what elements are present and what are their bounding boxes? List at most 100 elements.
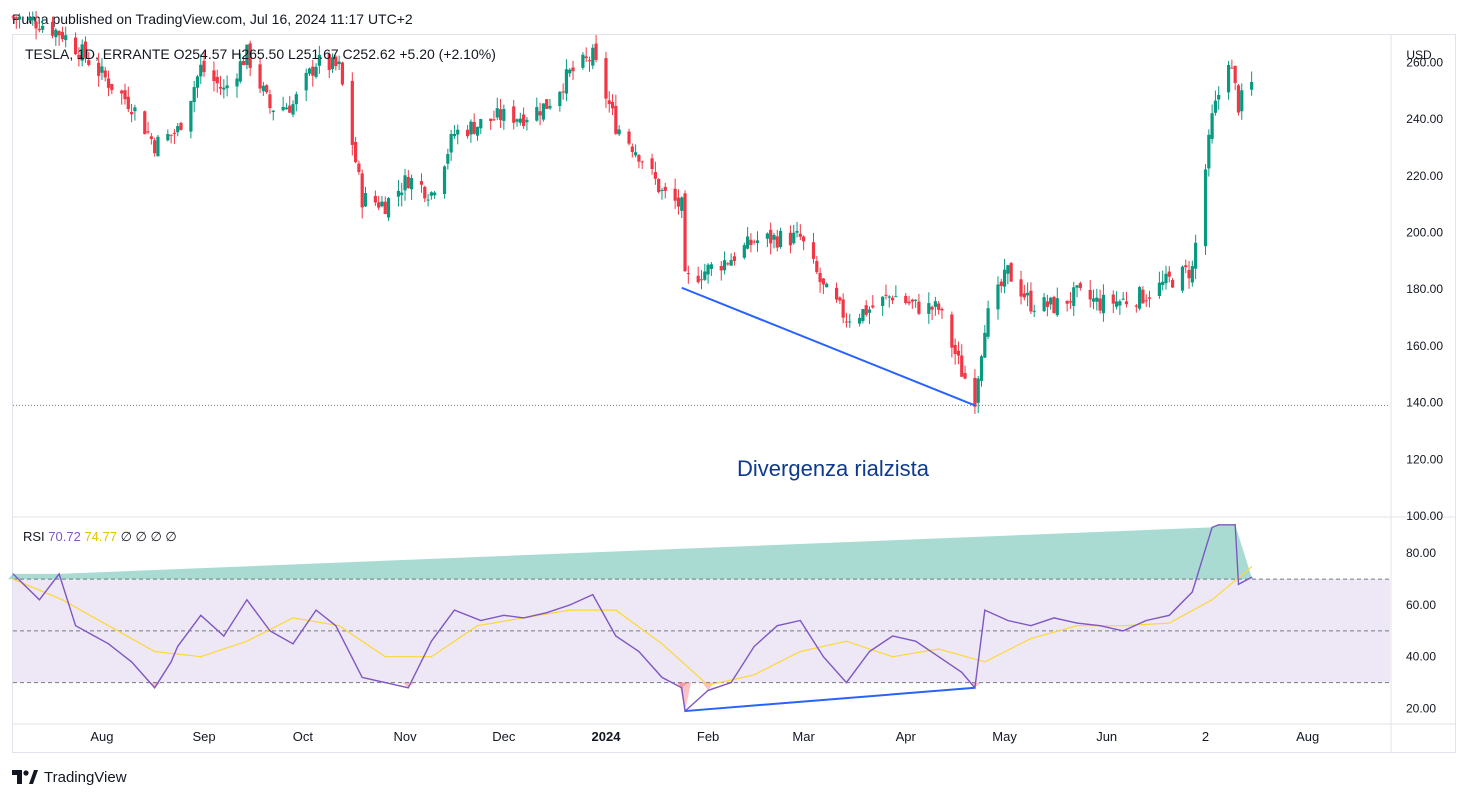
candle-up (442, 165, 447, 199)
candle-body (400, 192, 404, 196)
candle-up (100, 57, 104, 81)
candle-body (676, 197, 681, 207)
rsi-ma-line-point (615, 609, 617, 611)
rsi-ma-line-point (476, 625, 479, 627)
legend-open: O254.57 (170, 46, 228, 62)
candle-down (815, 255, 819, 275)
candle-down (146, 121, 150, 135)
candle-up (848, 313, 852, 328)
time-axis-label: May (992, 729, 1017, 744)
candle-down (406, 169, 410, 189)
candle-down (686, 265, 690, 284)
candle-down (1111, 290, 1115, 314)
candle-down (607, 91, 611, 113)
rsi-ma-line-point (1030, 638, 1032, 640)
candle-down (83, 36, 88, 63)
candle-up (1161, 270, 1165, 291)
candle-up (1180, 265, 1185, 293)
candle-body (811, 242, 816, 259)
candle-body (146, 131, 150, 133)
rsi-line-point (107, 643, 110, 645)
rsi-line-point (503, 614, 505, 616)
price-axis-label: 100.00 (1406, 509, 1443, 523)
rsi-ma-line-point (200, 656, 202, 658)
candle-body (742, 245, 746, 258)
candle-body (472, 121, 476, 134)
candle-up (1002, 258, 1007, 294)
candle-down (311, 59, 315, 87)
candle-body (792, 232, 796, 244)
candle-body (110, 83, 114, 91)
candle-body (449, 133, 453, 153)
candle-down (258, 57, 262, 93)
candle-body (261, 85, 265, 92)
rsi-ma-line-point (384, 656, 386, 658)
rsi-ma-line-point (154, 650, 156, 653)
candle-body (479, 119, 483, 129)
candle-down (357, 160, 361, 175)
candle-body (660, 190, 664, 192)
candle-body (281, 106, 285, 111)
candle-body (884, 294, 888, 296)
candle-up (541, 103, 545, 122)
candle-body (610, 101, 615, 109)
candle-body (403, 175, 407, 191)
candle-body (1180, 266, 1185, 291)
rsi-line-point (707, 689, 709, 691)
candle-body (1124, 301, 1129, 305)
candle-down (466, 125, 470, 139)
candle-down (930, 305, 934, 321)
rsi-ma-line-point (1168, 622, 1170, 624)
candle-down (798, 224, 802, 241)
rsi-line-point (1191, 591, 1193, 593)
candle-body (825, 283, 829, 288)
candle-down (1009, 261, 1013, 282)
candle-down (1184, 259, 1188, 274)
candle-up (433, 190, 437, 199)
main-legend: TESLA, 1D, ERRANTE O254.57 H265.50 L251.… (25, 46, 496, 62)
candle-body (41, 25, 45, 30)
candle-up (446, 148, 450, 170)
candle-body (594, 43, 598, 60)
candle-up (986, 300, 990, 340)
rsi-ma-line-point (1251, 566, 1253, 568)
candle-body (887, 296, 891, 298)
candle-body (1184, 265, 1188, 268)
candle-body (456, 129, 460, 135)
time-axis-label: Aug (90, 729, 113, 744)
candle-down (937, 300, 941, 315)
candle-up (525, 117, 529, 131)
rsi-overbought-fill (8, 524, 1255, 580)
rsi-legend-label: RSI (23, 529, 48, 544)
rsi-legend: RSI 70.72 74.77 ∅ ∅ ∅ ∅ (23, 529, 177, 544)
candle-down (1170, 277, 1175, 289)
candle-body (492, 119, 496, 121)
candle-up (495, 97, 499, 121)
candle-body (838, 297, 842, 301)
candle-body (291, 104, 295, 115)
candle-body (591, 47, 595, 66)
candle-body (584, 56, 588, 59)
candle-body (429, 192, 433, 196)
candle-down (663, 182, 667, 199)
candle-body (867, 309, 872, 313)
rsi-line-point (1053, 617, 1055, 619)
candle-body (11, 16, 15, 18)
candle-down (950, 311, 954, 358)
candle-down (1147, 290, 1152, 308)
candle-down (383, 196, 387, 215)
candle-down (871, 295, 875, 309)
candle-up (469, 119, 473, 143)
candle-body (406, 176, 410, 189)
rsi-line-point (1145, 619, 1147, 622)
candle-up (238, 53, 242, 84)
rsi-oversold-fill (402, 682, 415, 688)
rsi-ma-line-point (338, 625, 340, 627)
candle-body (334, 56, 338, 67)
candle-body (907, 301, 911, 304)
candle-down (811, 232, 816, 264)
candle-body (442, 166, 447, 195)
candle-down (1052, 295, 1056, 314)
candle-body (976, 378, 980, 403)
